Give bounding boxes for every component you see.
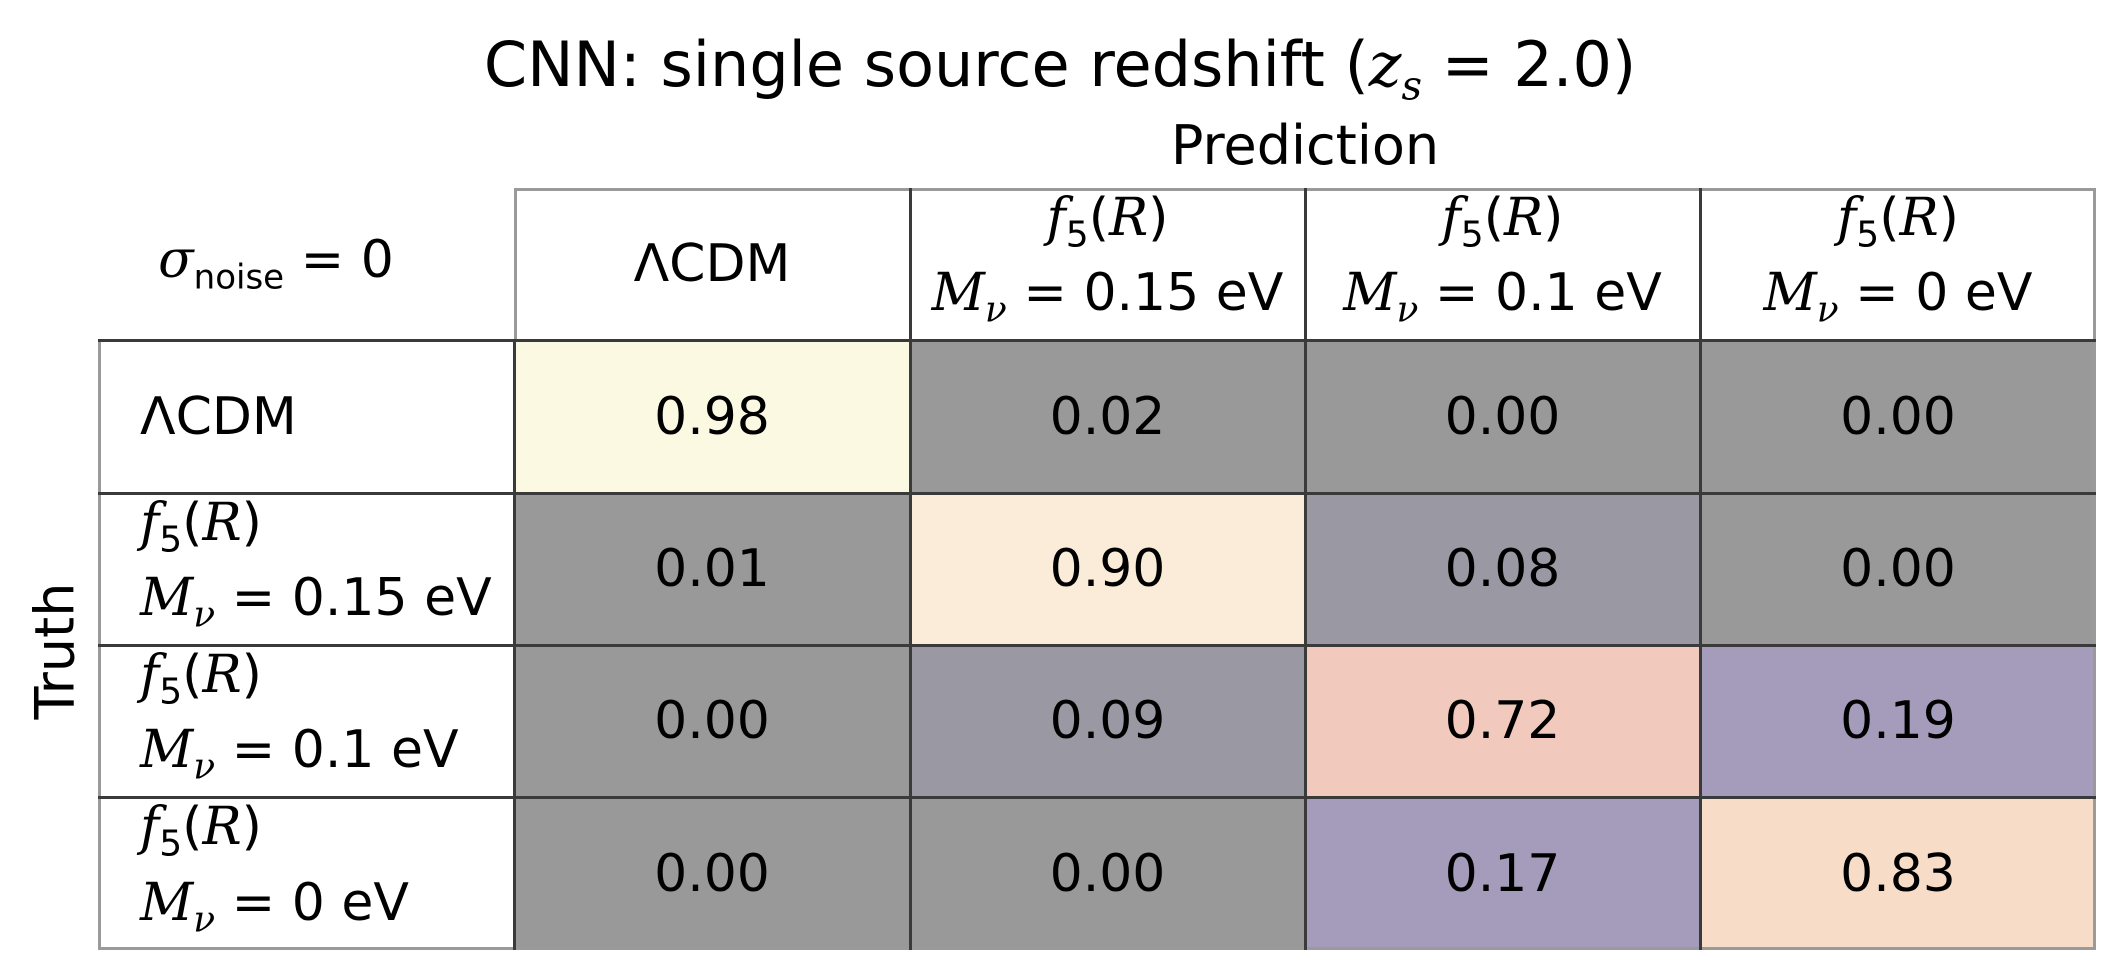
row-label-0-line1: ΛCDM [140, 386, 297, 447]
matrix-cell-2-3: 0.19 [1700, 645, 2096, 797]
title-math: (zs = 2.0) [1344, 28, 1637, 110]
column-label-2: f5(R) Mν = 0.1 eV [1343, 189, 1662, 340]
noise-level-label: σnoise = 0 [158, 230, 394, 298]
row-label-1-line1: f5(R) [140, 492, 262, 560]
matrix-cell-2-1: 0.09 [910, 645, 1305, 797]
column-label-1-line1: f5(R) [1046, 187, 1169, 255]
row-label-3-line2: Mν = 0 eV [140, 872, 409, 940]
grid-vline-3 [1699, 188, 1702, 950]
row-label-2-line2: Mν = 0.1 eV [140, 720, 459, 788]
row-header-2: f5(R) Mν = 0.1 eV [98, 645, 514, 797]
matrix-cell-0-2: 0.00 [1305, 340, 1700, 493]
title-text: CNN: single source redshift [483, 28, 1345, 101]
table-border-bottom [98, 947, 2096, 950]
table-border-header-left [514, 188, 517, 340]
matrix-cell-2-0: 0.00 [514, 645, 910, 797]
column-label-1-line2: Mν = 0.15 eV [931, 263, 1284, 331]
row-label-0: ΛCDM [140, 388, 297, 446]
table-border-right [2093, 188, 2096, 950]
column-label-1: f5(R) Mν = 0.15 eV [932, 189, 1284, 340]
matrix-cell-3-0: 0.00 [514, 797, 910, 950]
column-label-0: ΛCDM [634, 235, 791, 293]
column-header-3: f5(R) Mν = 0 eV [1700, 188, 2096, 340]
column-label-3: f5(R) Mν = 0 eV [1764, 189, 2033, 340]
row-label-2: f5(R) Mν = 0.1 eV [140, 646, 459, 797]
matrix-cell-1-1: 0.90 [910, 493, 1305, 645]
row-header-1: f5(R) Mν = 0.15 eV [98, 493, 514, 645]
column-header-1: f5(R) Mν = 0.15 eV [910, 188, 1305, 340]
column-label-2-line2: Mν = 0.1 eV [1343, 263, 1662, 331]
matrix-cell-1-0: 0.01 [514, 493, 910, 645]
column-header-0: ΛCDM [514, 188, 910, 340]
matrix-cell-0-1: 0.02 [910, 340, 1305, 493]
row-label-1: f5(R) Mν = 0.15 eV [140, 494, 492, 645]
matrix-cell-0-0: 0.98 [514, 340, 910, 493]
truth-axis-text: Truth [23, 582, 87, 720]
row-label-3-line1: f5(R) [140, 797, 262, 865]
matrix-cell-3-3: 0.83 [1700, 797, 2096, 950]
column-label-3-line2: Mν = 0 eV [1763, 263, 2033, 331]
prediction-axis-label: Prediction [1170, 114, 1440, 177]
matrix-cell-3-2: 0.17 [1305, 797, 1700, 950]
matrix-cell-0-3: 0.00 [1700, 340, 2096, 493]
grid-vline-1 [909, 188, 912, 950]
row-label-2-line1: f5(R) [140, 644, 262, 712]
truth-axis-label: Truth [20, 566, 90, 736]
column-header-2: f5(R) Mν = 0.1 eV [1305, 188, 1700, 340]
row-header-0: ΛCDM [98, 340, 514, 493]
column-label-3-line1: f5(R) [1837, 187, 1959, 255]
grid-hline-0 [98, 339, 2096, 342]
grid-hline-3 [98, 796, 2096, 799]
matrix-cell-1-2: 0.08 [1305, 493, 1700, 645]
matrix-cell-1-3: 0.00 [1700, 493, 2096, 645]
row-label-1-line2: Mν = 0.15 eV [140, 568, 492, 636]
row-header-3: f5(R) Mν = 0 eV [98, 797, 514, 950]
column-label-0-line1: ΛCDM [633, 234, 791, 294]
matrix-cell-2-2: 0.72 [1305, 645, 1700, 797]
grid-vline-2 [1304, 188, 1307, 950]
row-label-3: f5(R) Mν = 0 eV [140, 798, 409, 949]
grid-hline-2 [98, 644, 2096, 647]
chart-title: CNN: single source redshift (zs = 2.0) [0, 20, 2120, 110]
column-label-2-line1: f5(R) [1441, 187, 1564, 255]
grid-hline-1 [98, 492, 2096, 495]
matrix-cell-3-1: 0.00 [910, 797, 1305, 950]
